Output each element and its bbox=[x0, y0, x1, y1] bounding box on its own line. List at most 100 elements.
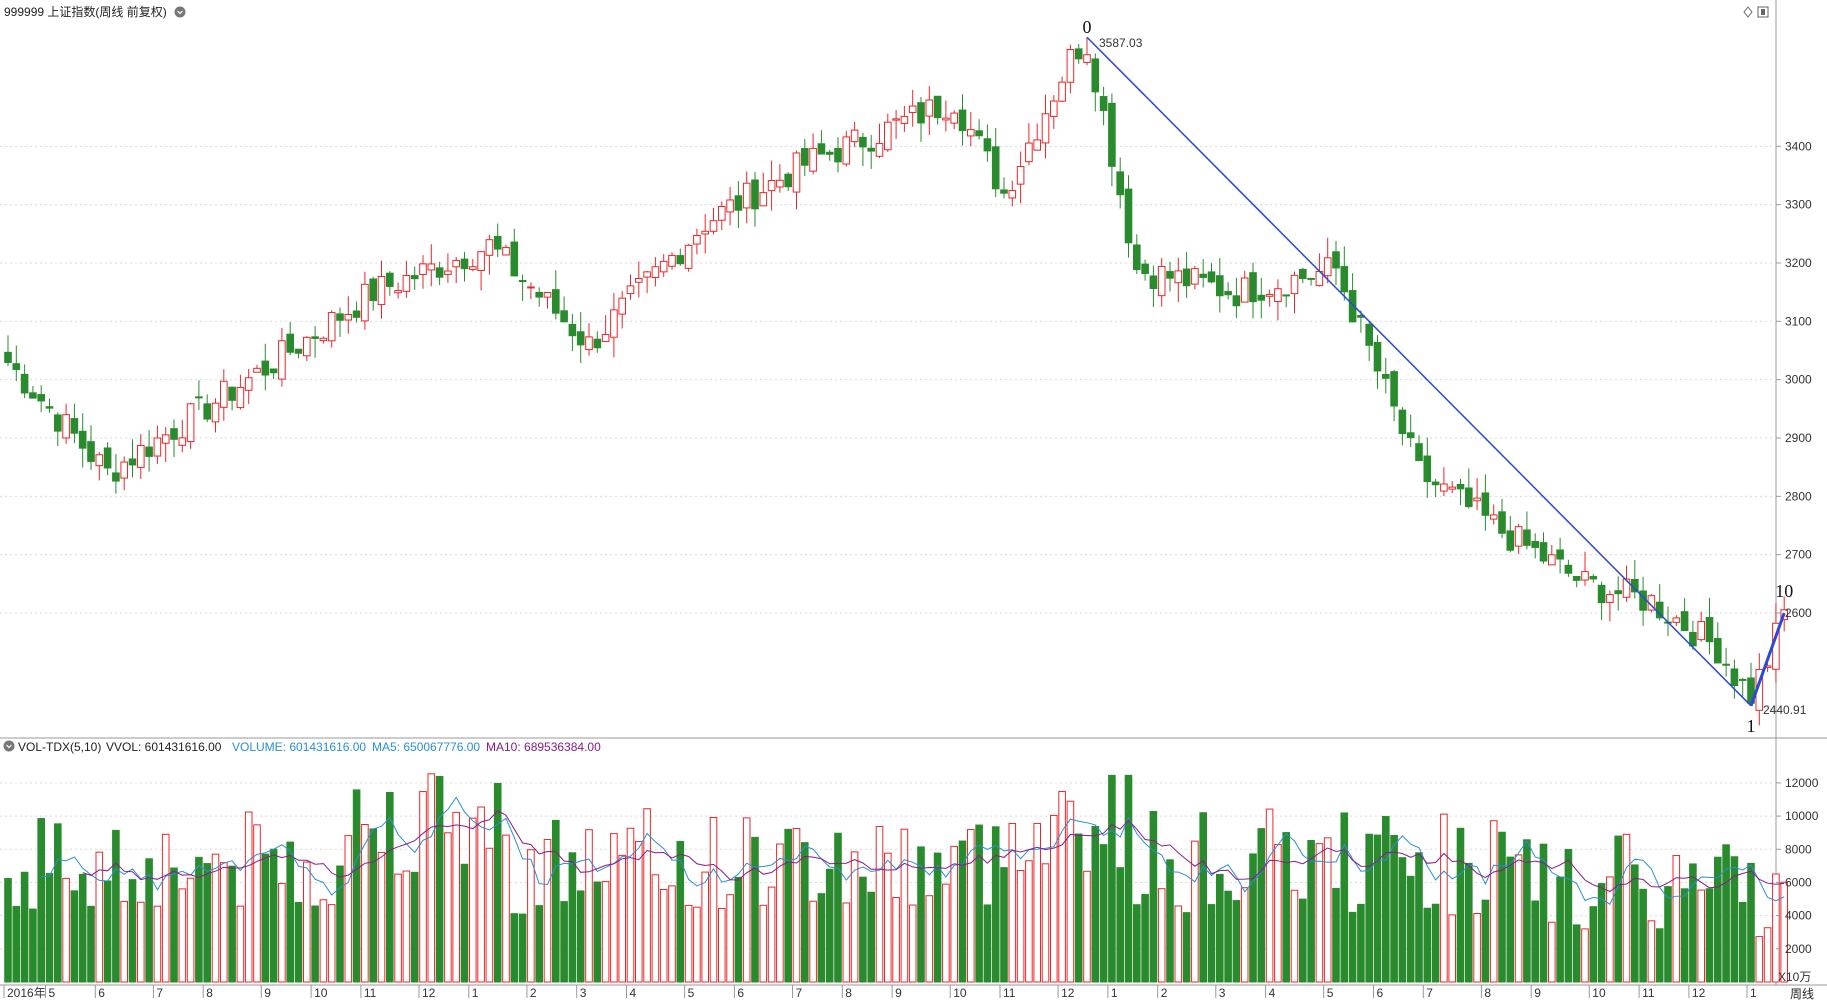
volume-bar bbox=[220, 862, 228, 983]
volume-bar bbox=[1083, 870, 1091, 983]
volume-bar bbox=[950, 845, 959, 983]
volume-bar bbox=[1730, 856, 1739, 983]
volume-bar bbox=[1473, 913, 1481, 983]
volume-bar bbox=[1340, 812, 1349, 983]
volume-bar bbox=[1747, 862, 1755, 983]
volume-bar bbox=[593, 881, 602, 983]
volume-bar bbox=[776, 843, 784, 983]
volume-bar bbox=[327, 904, 336, 983]
candlestick-series bbox=[4, 37, 1789, 726]
candle-body bbox=[1332, 251, 1340, 269]
candle-body bbox=[1730, 668, 1739, 687]
volume-bar bbox=[1514, 854, 1523, 983]
candle-body bbox=[153, 437, 162, 457]
volume-bar bbox=[585, 829, 593, 983]
volume-bar-series bbox=[4, 773, 1789, 983]
volume-bar bbox=[925, 895, 934, 983]
volume-bar bbox=[576, 890, 585, 983]
volume-bar bbox=[78, 873, 87, 983]
candle-body bbox=[112, 472, 120, 482]
volume-bar bbox=[1664, 886, 1672, 983]
candle-body bbox=[435, 267, 444, 278]
volume-tick-label: 10000 bbox=[1785, 809, 1819, 823]
volume-bar bbox=[643, 808, 651, 983]
candle-body bbox=[527, 286, 535, 289]
candle-body bbox=[917, 102, 925, 124]
candle-body bbox=[1016, 166, 1025, 185]
x-tick-label: 10 bbox=[1592, 986, 1606, 1000]
x-tick-label: 11 bbox=[364, 986, 377, 1000]
volume-bar bbox=[137, 901, 145, 983]
volume-bar bbox=[817, 893, 826, 983]
volume-bar bbox=[1398, 857, 1407, 983]
volume-bar bbox=[211, 853, 220, 983]
panel-toggle-icon[interactable] bbox=[1757, 6, 1769, 18]
candle-body bbox=[327, 312, 336, 342]
candle-body bbox=[1448, 486, 1457, 490]
candle-body bbox=[1174, 270, 1183, 284]
volume-bar bbox=[1124, 774, 1133, 983]
price-tick-label: 2700 bbox=[1785, 548, 1812, 562]
volume-bar bbox=[1423, 907, 1432, 983]
candle-body bbox=[203, 403, 211, 420]
candle-body bbox=[137, 444, 145, 468]
volume-bar bbox=[1282, 832, 1291, 983]
price-tick-label: 2600 bbox=[1785, 606, 1812, 620]
candle-body bbox=[1299, 268, 1307, 280]
indicator-menu-icon[interactable] bbox=[3, 740, 15, 752]
volume-bar bbox=[1672, 855, 1681, 983]
candle-body bbox=[1074, 48, 1083, 60]
candle-body bbox=[278, 340, 286, 380]
volume-bar bbox=[1772, 873, 1780, 983]
candle-body bbox=[751, 179, 759, 210]
candle-body bbox=[1249, 272, 1257, 303]
period-tab[interactable]: 周线 bbox=[1790, 987, 1814, 1001]
volume-bar bbox=[651, 874, 660, 983]
candle-body bbox=[867, 147, 876, 152]
candle-body bbox=[1050, 100, 1058, 117]
volume-bar bbox=[286, 841, 294, 983]
volume-bar bbox=[1523, 839, 1531, 983]
volume-bar bbox=[410, 871, 419, 983]
volume-bar bbox=[45, 873, 54, 983]
candle-body bbox=[178, 437, 187, 446]
volume-y-axis: 12000 10000 8000 6000 4000 2000 bbox=[1776, 776, 1819, 956]
volume-bar bbox=[1157, 888, 1166, 983]
candle-body bbox=[1456, 484, 1465, 490]
x-tick-label: 1 bbox=[1111, 986, 1118, 1000]
x-tick-label: 5 bbox=[688, 986, 695, 1000]
x-tick-label: 2 bbox=[530, 986, 537, 1000]
candle-body bbox=[1191, 268, 1199, 285]
volume-bar bbox=[1614, 835, 1623, 983]
volume-bar bbox=[352, 789, 361, 983]
candle-body bbox=[610, 309, 618, 338]
candle-body bbox=[1390, 371, 1398, 407]
candle-body bbox=[377, 276, 386, 306]
volume-bar bbox=[1016, 870, 1025, 983]
volume-bar bbox=[153, 905, 162, 983]
candle-body bbox=[1398, 409, 1407, 435]
candle-body bbox=[1207, 271, 1216, 283]
volume-bar bbox=[1506, 856, 1515, 983]
candle-body bbox=[145, 446, 153, 457]
volume-bar bbox=[178, 888, 187, 983]
candle-body bbox=[1323, 257, 1332, 277]
volume-bar bbox=[62, 877, 70, 983]
volume-bar bbox=[1224, 890, 1232, 983]
candle-body bbox=[1572, 575, 1581, 581]
volume-bar bbox=[1714, 856, 1722, 983]
candle-body bbox=[1581, 571, 1589, 581]
diamond-icon[interactable] bbox=[1743, 6, 1753, 18]
candle-body bbox=[1108, 102, 1116, 167]
candle-body bbox=[1091, 58, 1100, 93]
volume-bar bbox=[1655, 928, 1664, 983]
volume-bar bbox=[427, 773, 436, 983]
candle-body bbox=[1166, 271, 1174, 279]
volume-bar bbox=[1232, 900, 1241, 983]
volume-bar bbox=[1481, 899, 1490, 983]
volume-bar bbox=[1066, 800, 1075, 983]
title-menu-icon[interactable] bbox=[174, 6, 186, 18]
volume-bar bbox=[610, 833, 618, 983]
volume-bar bbox=[70, 890, 79, 983]
candle-body bbox=[87, 441, 95, 462]
